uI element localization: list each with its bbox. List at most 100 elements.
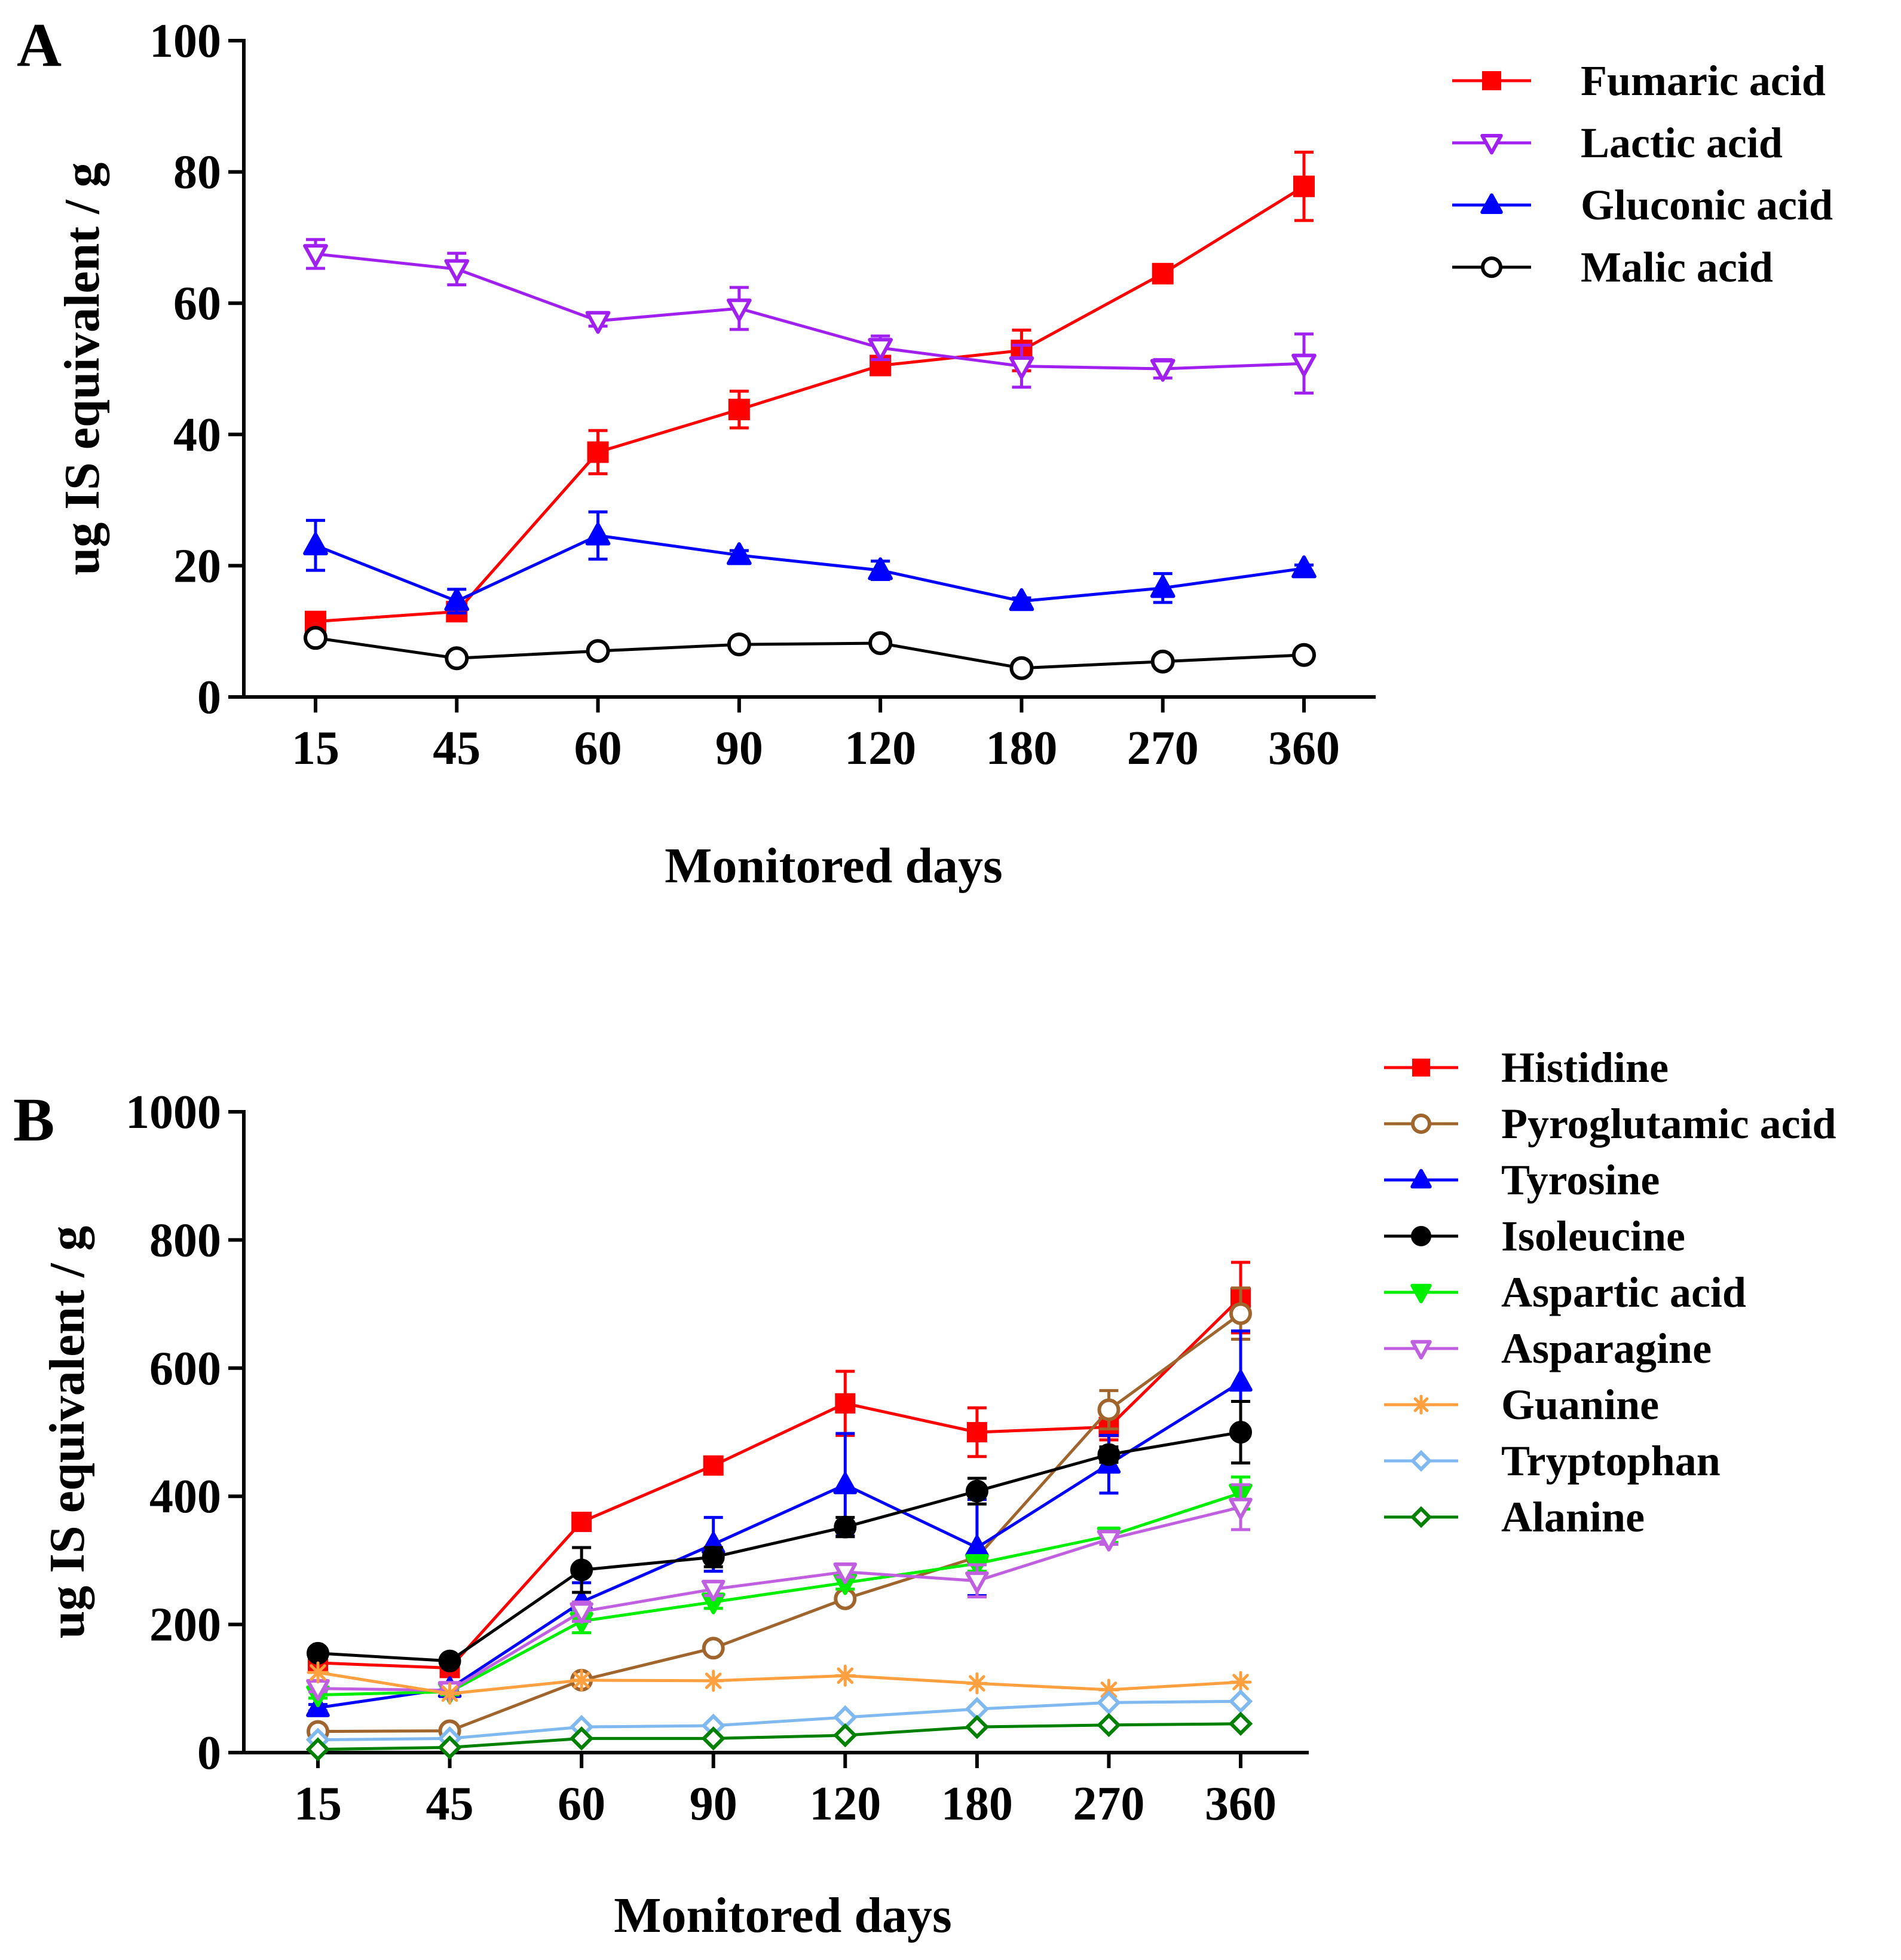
panel-b-legend-entry-aspartic-acid-label: Aspartic acid [1501,1268,1746,1316]
panel-a-x-tick-label-180: 180 [985,722,1057,775]
panel-b-x-tick-label-90: 90 [690,1778,737,1830]
panel-b-series-tyrosine-point-120 [833,1472,858,1494]
panel-b-series-alanine-point-90 [701,1726,725,1751]
panel-b-letter: B [13,1086,54,1154]
panel-a-series-fumaric-acid-point-270 [1152,262,1174,285]
panel-b-legend-entry-tryptophan-marker [1410,1450,1432,1472]
panel-b-legend-entry-aspartic-acid-marker [1410,1283,1432,1304]
panel-b-series-asparagine-line [317,1505,1241,1692]
panel-a-x-tick-label-45: 45 [433,722,480,775]
panel-b-x-tick-label-45: 45 [426,1778,474,1830]
panel-b-series-isoleucine-point-15 [307,1641,329,1665]
panel-b-series-isoleucine-point-360 [1229,1421,1252,1444]
panel-b-series-alanine-point-120 [833,1723,858,1748]
panel-a-series-gluconic-acid-point-15 [303,532,328,555]
panel-a-series-gluconic-acid-point-360 [1291,555,1317,579]
panel-b-series-isoleucine [307,1400,1252,1672]
panel-a-series-gluconic-acid [303,510,1317,614]
panel-a-legend-entry-malic-acid-marker [1481,256,1502,278]
panel-b-x-tick-label-360: 360 [1205,1778,1276,1830]
panel-a-series-gluconic-acid-point-270 [1150,575,1176,598]
panel-b-series-asparagine-point-60 [570,1602,593,1624]
panel-b-series-alanine-point-360 [1228,1711,1253,1736]
panel-b-x-tick-label-60: 60 [558,1778,605,1830]
panel-b-x-tick-label-270: 270 [1073,1778,1144,1830]
panel-b-series-histidine-point-90 [703,1455,724,1476]
panel-b-legend-entry-isoleucine-label: Isoleucine [1501,1212,1685,1260]
panel-b-x-tick-label-180: 180 [941,1778,1013,1830]
panel-b-y-axis-title: ug IS equivalent / g [39,1226,95,1639]
panel-b-series-asparagine-point-180 [965,1571,989,1594]
panel-b-series-asparagine-point-270 [1097,1530,1121,1552]
panel-b-x-tick-label-120: 120 [809,1778,881,1830]
panel-b-x-axis-title: Monitored days [614,1888,951,1943]
panel-b-legend-entry-pyroglutamic-acid-marker [1411,1114,1431,1134]
panel-b-legend-entry-asparagine-marker [1410,1340,1432,1360]
panel-b-series-guanine-point-45 [439,1682,461,1705]
panel-a-series-malic-acid-point-270 [1150,649,1175,674]
panel-b-legend-entry-alanine-marker [1410,1506,1432,1528]
panel-b-series-alanine-point-270 [1097,1713,1121,1738]
panel-b-series-alanine-point-15 [305,1737,330,1762]
panel-a-x-tick-label-90: 90 [715,722,763,775]
panel-a-legend-entry-gluconic-acid-label: Gluconic acid [1581,181,1833,229]
panel-b-legend-entry-asparagine: Asparagine [1384,1325,1712,1372]
panel-b-series-guanine-point-120-stroke [837,1667,854,1684]
panel-a-series-lactic-acid-point-60 [585,311,611,334]
panel-b-legend-entry-pyroglutamic-acid-label: Pyroglutamic acid [1501,1100,1836,1148]
panel-a-y-tick-label-100: 100 [149,15,221,68]
panel-a-line-chart: A 0 20 40 60 80 100 15 45 60 90 120 180 270 360 Monito… [17,11,1833,894]
panel-b-legend-entry-tryptophan-label: Tryptophan [1501,1437,1721,1485]
panel-b-series-guanine-point-60-stroke [573,1672,590,1689]
panel-a-series-gluconic-acid-point-90 [727,542,752,565]
panel-a-legend-entry-malic-acid-label: Malic acid [1581,243,1773,291]
panel-b-y-tick-label-400: 400 [149,1470,221,1523]
panel-a-x-tick-label-360: 360 [1268,722,1340,775]
panel-b-series-alanine-point-45 [437,1735,462,1760]
panel-a-legend-entry-lactic-acid-label: Lactic acid [1581,119,1783,167]
panel-b-series-alanine-line [317,1722,1241,1751]
panel-a-series-malic-acid [304,626,1316,680]
panel-b-series-guanine-point-180-stroke [969,1675,985,1692]
panel-b-legend-entry-tryptophan: Tryptophan [1384,1437,1721,1485]
panel-b-series-tyrosine-line [317,1381,1242,1710]
panel-a-series-malic-acid-point-15 [304,626,327,650]
panel-b-series-tryptophan-line [317,1699,1241,1742]
panel-b-y-tick-label-800: 800 [149,1214,221,1267]
panel-b-legend-entry-guanine-marker-stroke [1413,1397,1429,1412]
panel-a-series-gluconic-acid-point-180 [1009,588,1034,611]
panel-b-series-guanine-point-60 [570,1669,593,1692]
panel-b-legend-entry-aspartic-acid: Aspartic acid [1384,1268,1746,1316]
panel-a-series-fumaric-acid-point-360 [1293,175,1315,197]
panel-a-x-axis-title: Monitored days [665,838,1002,894]
panel-a-series-lactic-acid-point-180 [1009,356,1034,380]
panel-b-legend-entry-alanine: Alanine [1384,1493,1645,1541]
panel-a-series-fumaric-acid-line [315,185,1305,623]
panel-a-series-lactic-acid-point-360 [1291,353,1317,377]
panel-b-series-guanine-point-45-stroke [441,1685,458,1702]
panel-b-series-isoleucine-point-120 [834,1515,857,1539]
panel-b-series-guanine-point-120 [834,1664,856,1687]
panel-b-series-alanine-point-60 [569,1726,594,1751]
panel-b-series-pyroglutamic-acid-line [317,1312,1242,1733]
panel-a-x-tick-label-120: 120 [844,722,916,775]
panel-b-line-chart: B 0 200 400 600 800 1000 15 45 60 90 120 180 270 360 M… [13,1044,1836,1943]
panel-b-legend-entry-histidine-label: Histidine [1501,1044,1669,1091]
panel-b-series-histidine-point-120 [835,1393,856,1414]
panel-b-series-alanine-point-180 [965,1714,990,1739]
panel-b-series-histidine-point-60 [571,1512,592,1533]
panel-b-series-isoleucine-point-180 [965,1479,988,1503]
panel-b-series-isoleucine-point-270 [1097,1443,1121,1466]
panel-a-legend-entry-malic-acid: Malic acid [1452,243,1773,291]
panel-a-x-tick-label-60: 60 [574,722,622,775]
panel-a-legend-entry-lactic-acid: Lactic acid [1452,119,1783,167]
panel-b-series-isoleucine-point-45 [438,1649,461,1672]
panel-b-series-asparagine-point-360 [1229,1497,1253,1520]
panel-b-series-guanine [307,1661,1252,1705]
panel-b-series-isoleucine-point-90 [702,1546,725,1569]
panel-b-series-pyroglutamic-acid-point-360 [1229,1302,1252,1325]
panel-a-series-malic-acid-point-360 [1292,643,1316,667]
panel-b-series-pyroglutamic-acid-point-270 [1097,1398,1121,1421]
panel-b-series-tyrosine-point-360 [1229,1369,1253,1392]
